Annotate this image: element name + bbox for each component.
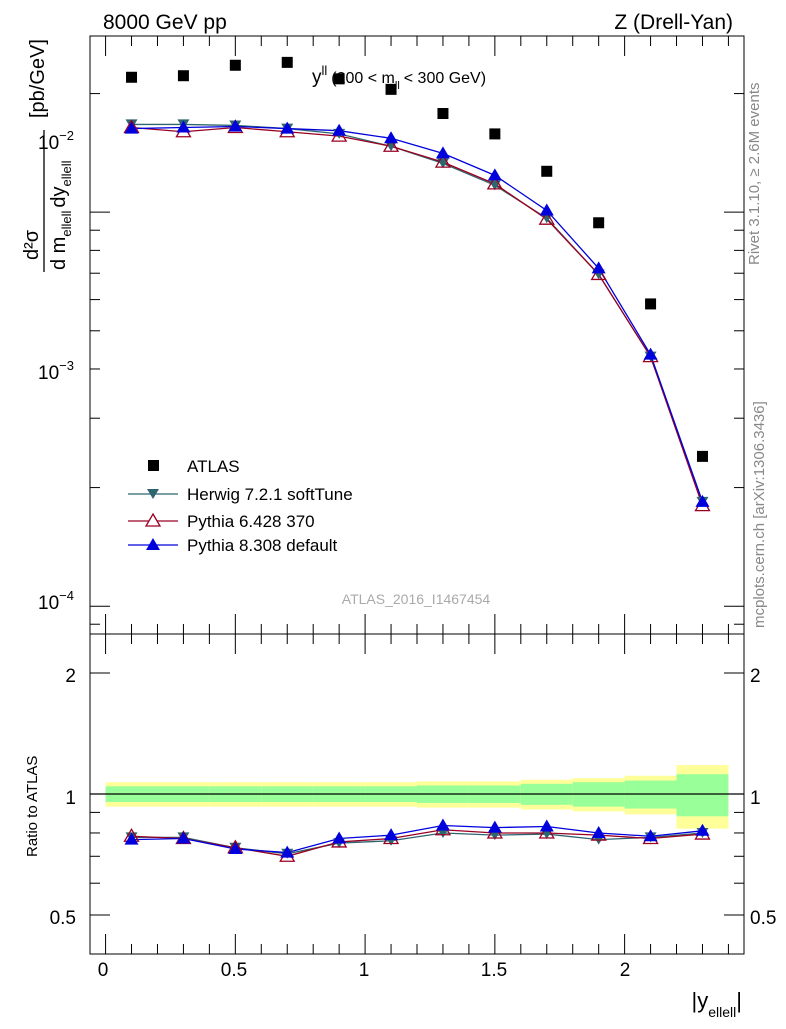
ratio-point-pythia8: [695, 823, 710, 836]
point-pythia8: [384, 131, 399, 144]
y-axis-title-denominator: d mellelldyellell: [48, 160, 74, 270]
ratio-point-pythia8: [332, 831, 347, 844]
legend-label-herwig: Herwig 7.2.1 softTune: [187, 485, 353, 504]
legend-marker-atlas: [148, 460, 159, 471]
legend-label-atlas: ATLAS: [187, 457, 240, 476]
y-tick-label: 10−4: [38, 588, 74, 614]
uncertainty-band-inner: [676, 774, 729, 817]
ratio-panel: 2 1 0.5 2 1 0.5 0 0.5 1 1.5 2: [50, 633, 776, 981]
point-pythia8: [176, 120, 191, 133]
ratio-tick-label: 0.5: [50, 908, 76, 929]
point-atlas: [229, 59, 241, 71]
point-atlas: [696, 450, 708, 462]
ratio-tick-label-right: 0.5: [750, 908, 776, 929]
ratio-point-pythia8: [539, 819, 554, 832]
x-tick-label: 0: [98, 960, 109, 981]
point-atlas: [177, 70, 189, 82]
point-atlas: [126, 71, 138, 83]
ratio-point-pythia8: [384, 828, 399, 841]
main-frame: [89, 35, 745, 635]
point-pythia6: [434, 153, 452, 168]
point-atlas: [333, 73, 345, 85]
point-atlas: [541, 165, 553, 177]
panel-title-sub: ll: [395, 80, 400, 92]
ratio-line-pythia8: [131, 824, 703, 854]
point-pythia8: [539, 203, 554, 216]
ratio-point-pythia8: [228, 841, 243, 854]
ratio-line-pythia6: [131, 829, 703, 857]
legend-marker-pythia6: [144, 512, 162, 527]
y-axis-title-numerator: d²σ: [21, 229, 43, 260]
point-atlas: [385, 83, 397, 95]
legend-marker-pythia8: [146, 538, 160, 550]
point-pythia6: [590, 266, 607, 281]
ratio-point-pythia8: [487, 820, 502, 833]
process-label: Z (Drell-Yan): [614, 11, 733, 34]
analysis-watermark: ATLAS_2016_I1467454: [342, 591, 491, 607]
series-line-pythia8: [131, 125, 704, 503]
x-tick-label: 0.5: [221, 960, 247, 981]
mcplots-info: mcplots.cern.ch [arXiv:1306.3436]: [751, 401, 768, 628]
main-ticks: [90, 36, 744, 634]
x-tick-label: 1.5: [481, 960, 507, 981]
collision-label: 8000 GeV pp: [103, 11, 227, 34]
point-atlas: [489, 128, 501, 140]
ratio-point-herwig: [488, 830, 501, 841]
point-pythia8: [228, 119, 243, 132]
point-atlas: [645, 298, 657, 310]
legend: ATLAS Herwig 7.2.1 softTune Pythia 6.428…: [128, 457, 353, 555]
ratio-tick-label: 2: [65, 666, 76, 687]
panel-title-pre: (200 < m: [331, 70, 395, 87]
point-pythia8: [332, 123, 347, 136]
x-tick-label: 2: [620, 960, 631, 981]
main-panel: yll (200 < mll < 300 GeV) 10−2 10−3 10−4 A…: [38, 35, 745, 635]
ratio-point-pythia8: [591, 825, 606, 838]
panel-title: yll (200 < mll < 300 GeV): [312, 63, 486, 92]
ratio-band: [90, 765, 744, 829]
ratio-point-pythia6: [538, 824, 555, 839]
point-atlas: [281, 56, 293, 68]
x-axis-title: |yellell|: [692, 988, 742, 1020]
ratio-point-pythia8: [643, 829, 658, 842]
ratio-tick-label: 1: [65, 788, 76, 809]
point-pythia6: [486, 175, 503, 190]
ratio-tick-label-right: 2: [750, 666, 761, 687]
point-pythia8: [591, 261, 606, 274]
ratio-frame-overlay: [89, 633, 745, 955]
point-pythia8: [643, 347, 658, 360]
legend-marker-herwig: [147, 489, 159, 499]
point-atlas: [437, 108, 449, 120]
point-pythia8: [280, 121, 295, 134]
x-tick-label: 1: [359, 960, 370, 981]
ratio-point-pythia8: [124, 832, 139, 845]
rivet-info: Rivet 3.1.10, ≥ 2.6M events: [746, 83, 763, 266]
point-pythia6: [538, 210, 555, 225]
point-pythia8: [695, 494, 710, 507]
ratio-tick-label-right: 1: [750, 788, 761, 809]
point-herwig: [540, 213, 553, 224]
y-tick-label: 10−2: [38, 128, 74, 154]
point-pythia6: [382, 137, 400, 152]
panel-title-post: < 300 GeV): [404, 70, 486, 87]
ratio-point-pythia8: [435, 818, 450, 831]
legend-label-pythia6: Pythia 6.428 370: [187, 512, 315, 531]
main-data: [123, 56, 711, 512]
ratio-ticks: [90, 634, 744, 955]
point-pythia8: [487, 168, 502, 181]
ratio-axis-label: Ratio to ATLAS: [24, 756, 41, 857]
point-atlas: [593, 217, 605, 229]
ratio-point-pythia8: [280, 845, 295, 858]
point-pythia8: [435, 146, 450, 159]
y-axis-title-unit: [pb/GeV]: [27, 39, 49, 118]
panel-title-main: y: [312, 67, 322, 88]
point-pythia8: [124, 121, 139, 134]
y-tick-label: 10−3: [38, 358, 74, 384]
ratio-data: [123, 818, 711, 862]
y-axis-title: d²σ d mellelldyellell [pb/GeV]: [21, 39, 74, 272]
ratio-point-pythia8: [176, 831, 191, 844]
panel-title-sup: ll: [322, 63, 328, 78]
series-line-pythia6: [131, 126, 704, 506]
legend-label-pythia8: Pythia 8.308 default: [187, 536, 338, 555]
